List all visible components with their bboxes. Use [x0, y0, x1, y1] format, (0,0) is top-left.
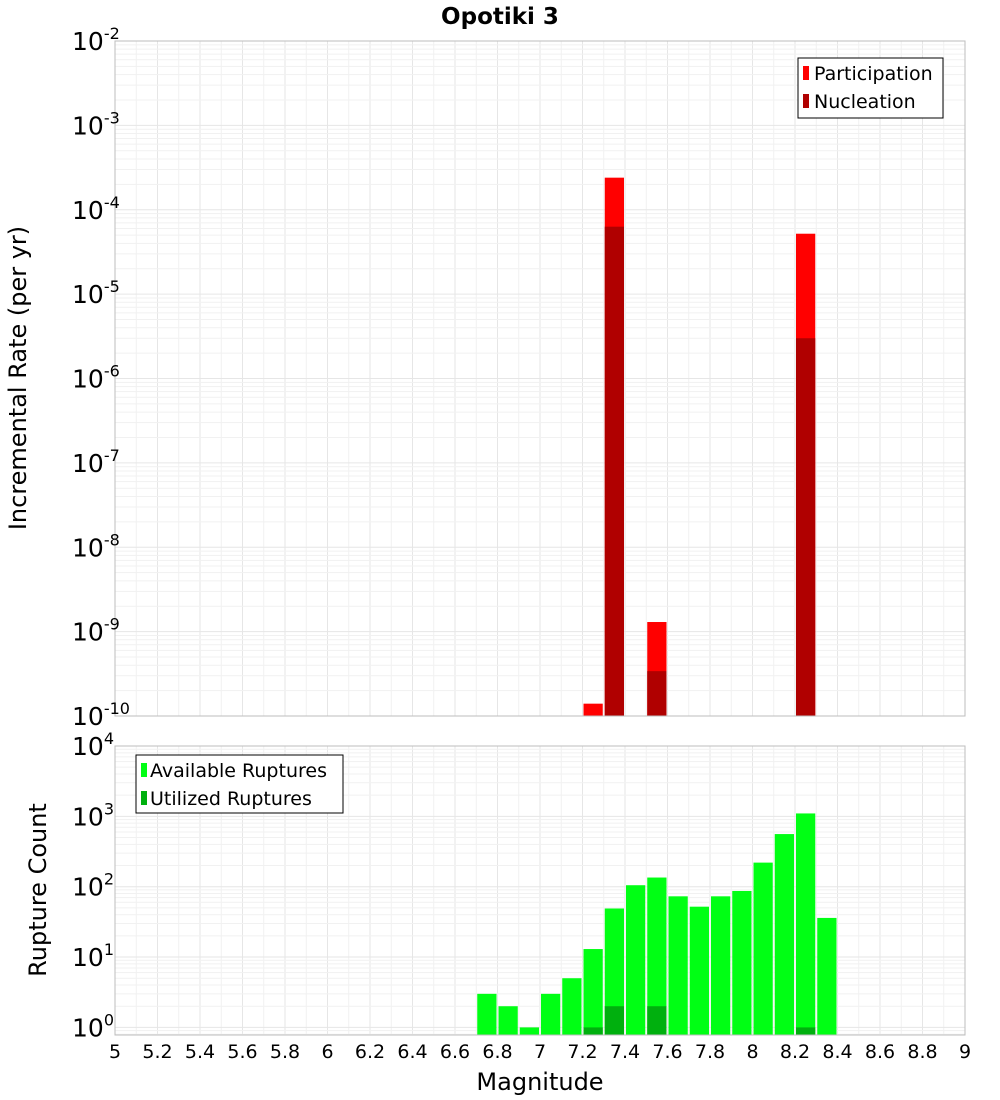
x-tick-label: 7 — [534, 1041, 546, 1063]
x-tick-label: 8 — [746, 1041, 758, 1063]
count-plot-frame — [114, 745, 966, 1036]
x-tick-label: 6.4 — [397, 1041, 427, 1063]
count-bar-available-ruptures — [583, 949, 603, 1035]
legend-label-participation: Participation — [814, 63, 933, 85]
count-bar-utilized-ruptures — [796, 1027, 816, 1035]
x-tick-label: 6.8 — [482, 1041, 512, 1063]
count-bar-available-ruptures — [753, 862, 773, 1035]
count-y-tick-label: 103 — [72, 799, 114, 831]
rate-y-tick-label: 10-10 — [72, 699, 130, 731]
count-bar-available-ruptures — [796, 813, 816, 1035]
rate-y-tick-label: 10-7 — [72, 446, 120, 478]
rate-bar-nucleation — [647, 671, 667, 716]
count-bar-available-ruptures — [774, 834, 794, 1035]
count-bar-available-ruptures — [498, 1006, 518, 1035]
count-bar-available-ruptures — [647, 877, 667, 1035]
count-bar-available-ruptures — [519, 1027, 539, 1035]
rate-y-tick-label: 10-8 — [72, 530, 120, 562]
count-bar-utilized-ruptures — [647, 1006, 667, 1035]
count-bars — [477, 813, 837, 1035]
rate-legend: Participation Nucleation — [797, 57, 944, 119]
count-y-tick-label: 104 — [72, 729, 114, 761]
rate-y-tick-label: 10-3 — [72, 108, 120, 140]
x-tick-label: 6 — [321, 1041, 333, 1063]
legend-label-utilized: Utilized Ruptures — [150, 788, 312, 810]
count-y-tick-label: 101 — [72, 940, 114, 972]
count-y-tick-label: 102 — [72, 870, 114, 902]
x-tick-label: 6.6 — [440, 1041, 470, 1063]
count-bar-available-ruptures — [541, 993, 561, 1035]
x-tick-label: 5.6 — [227, 1041, 257, 1063]
x-tick-label: 7.6 — [652, 1041, 682, 1063]
count-bar-available-ruptures — [817, 917, 837, 1035]
rate-y-tick-label: 10-6 — [72, 362, 120, 394]
count-legend: Available Ruptures Utilized Ruptures — [135, 754, 344, 814]
x-tick-label: 8.2 — [780, 1041, 810, 1063]
count-bar-available-ruptures — [668, 896, 688, 1035]
count-legend-box — [135, 754, 344, 814]
rate-bar-nucleation — [796, 338, 816, 716]
x-tick-label: 5.8 — [270, 1041, 300, 1063]
rate-legend-box — [797, 57, 944, 119]
legend-swatch-participation — [803, 66, 809, 80]
x-tick-label: 8.8 — [907, 1041, 937, 1063]
count-y-tick-label: 100 — [72, 1010, 114, 1042]
rate-bar-nucleation — [604, 226, 624, 716]
x-ticks: 5 5.2 5.4 5.6 5.8 6 6.2 6.4 6.6 6.8 7 7.2 7.4 7.6 7.8 8… — [109, 1041, 971, 1063]
x-axis-label: Magnitude — [476, 1068, 603, 1096]
count-bar-available-ruptures — [711, 896, 731, 1035]
rate-panel: 10-10 10-9 10-8 10-7 10-6 10-5 10-4 10-3 10-2 In… — [4, 24, 966, 731]
x-tick-label: 8.6 — [865, 1041, 895, 1063]
chart-title: Opotiki 3 — [441, 4, 559, 30]
x-tick-label: 5.2 — [142, 1041, 172, 1063]
legend-swatch-nucleation — [803, 94, 809, 108]
count-bar-available-ruptures — [732, 890, 752, 1035]
rate-y-tick-label: 10-2 — [72, 24, 120, 56]
count-bar-utilized-ruptures — [583, 1027, 603, 1035]
rate-y-tick-label: 10-9 — [72, 615, 120, 647]
x-tick-label: 7.8 — [695, 1041, 725, 1063]
rate-y-tick-label: 10-5 — [72, 277, 120, 309]
rate-y-ticks: 10-10 10-9 10-8 10-7 10-6 10-5 10-4 10-3 10-2 — [72, 24, 130, 731]
x-tick-label: 5.4 — [185, 1041, 215, 1063]
x-tick-label: 5 — [109, 1041, 121, 1063]
legend-label-available: Available Ruptures — [150, 760, 327, 782]
count-bar-available-ruptures — [562, 978, 582, 1035]
count-y-axis-label: Rupture Count — [24, 803, 52, 977]
rate-bars — [583, 177, 816, 716]
count-bar-available-ruptures — [604, 908, 624, 1035]
count-bar-available-ruptures — [477, 993, 497, 1035]
rate-y-tick-label: 10-4 — [72, 193, 120, 225]
legend-swatch-utilized — [141, 791, 147, 805]
rate-plot-frame — [114, 40, 966, 717]
x-tick-label: 7.2 — [567, 1041, 597, 1063]
count-panel: 100 101 102 103 104 5 5.2 5.4 5.6 5.8 6 6.2 6.4 6.6 6… — [24, 729, 971, 1096]
count-bar-available-ruptures — [689, 906, 709, 1035]
count-bar-utilized-ruptures — [604, 1006, 624, 1035]
rate-grid — [114, 40, 966, 717]
x-tick-label: 9 — [959, 1041, 971, 1063]
legend-swatch-available — [141, 763, 147, 777]
count-y-ticks: 100 101 102 103 104 — [72, 729, 114, 1042]
x-tick-label: 7.4 — [610, 1041, 640, 1063]
legend-label-nucleation: Nucleation — [814, 91, 916, 113]
count-bar-available-ruptures — [626, 885, 646, 1035]
rate-y-axis-label: Incremental Rate (per yr) — [4, 226, 32, 530]
x-tick-label: 6.2 — [355, 1041, 385, 1063]
rate-bar-participation — [583, 703, 603, 716]
x-tick-label: 8.4 — [822, 1041, 852, 1063]
